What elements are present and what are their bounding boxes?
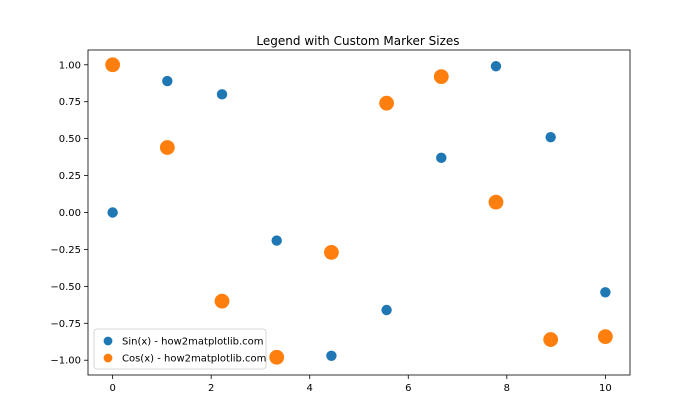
cos-point bbox=[379, 95, 394, 111]
sin-point bbox=[107, 207, 118, 218]
legend-marker-sin bbox=[103, 336, 113, 346]
sin-point bbox=[381, 304, 392, 316]
cos-point bbox=[159, 140, 175, 155]
y-tick-label: −1.00 bbox=[50, 356, 81, 367]
data-points bbox=[105, 57, 613, 365]
cos-point bbox=[324, 244, 339, 260]
x-tick-label: 0 bbox=[109, 383, 115, 394]
x-tick-label: 2 bbox=[208, 383, 214, 394]
cos-point bbox=[597, 329, 613, 344]
sin-point bbox=[436, 152, 447, 164]
x-tick-label: 4 bbox=[307, 383, 313, 394]
y-tick-label: 1.00 bbox=[59, 60, 81, 71]
legend-label-sin: Sin(x) - how2matplotlib.com bbox=[122, 337, 264, 348]
y-tick-label: 0.50 bbox=[59, 134, 81, 145]
cos-point bbox=[433, 69, 449, 84]
legend-box bbox=[93, 328, 267, 370]
x-tick-label: 8 bbox=[504, 383, 510, 394]
legend: Sin(x) - how2matplotlib.com Cos(x) - how2… bbox=[93, 328, 267, 370]
cos-point bbox=[269, 349, 285, 365]
chart-title: Legend with Custom Marker Sizes bbox=[256, 34, 459, 48]
legend-label-cos: Cos(x) - how2matplotlib.com bbox=[122, 354, 266, 365]
y-tick-label: 0.00 bbox=[59, 208, 81, 219]
legend-marker-cos bbox=[103, 353, 113, 363]
x-tick-label: 10 bbox=[599, 383, 612, 394]
sin-point bbox=[271, 235, 282, 246]
y-tick-label: 0.75 bbox=[59, 97, 81, 108]
cos-point bbox=[488, 194, 504, 210]
sin-point bbox=[326, 350, 337, 361]
x-axis: 0 2 4 6 8 10 bbox=[109, 375, 612, 394]
cos-point bbox=[214, 293, 230, 309]
sin-point bbox=[216, 89, 228, 100]
sin-point bbox=[162, 75, 173, 87]
y-tick-label: −0.75 bbox=[50, 319, 81, 330]
y-tick-label: 0.25 bbox=[59, 171, 81, 182]
sin-point bbox=[490, 61, 502, 72]
cos-point bbox=[543, 332, 559, 347]
y-tick-label: −0.25 bbox=[50, 245, 81, 256]
sin-point bbox=[600, 287, 611, 298]
x-tick-label: 6 bbox=[405, 383, 411, 394]
sin-point bbox=[545, 131, 556, 143]
y-axis: −1.00 −0.75 −0.50 −0.25 0.00 0.25 0.50 0.75 1.00 bbox=[50, 60, 88, 367]
cos-point bbox=[105, 57, 121, 73]
plot-area bbox=[87, 49, 631, 376]
y-tick-label: −0.50 bbox=[50, 282, 81, 293]
